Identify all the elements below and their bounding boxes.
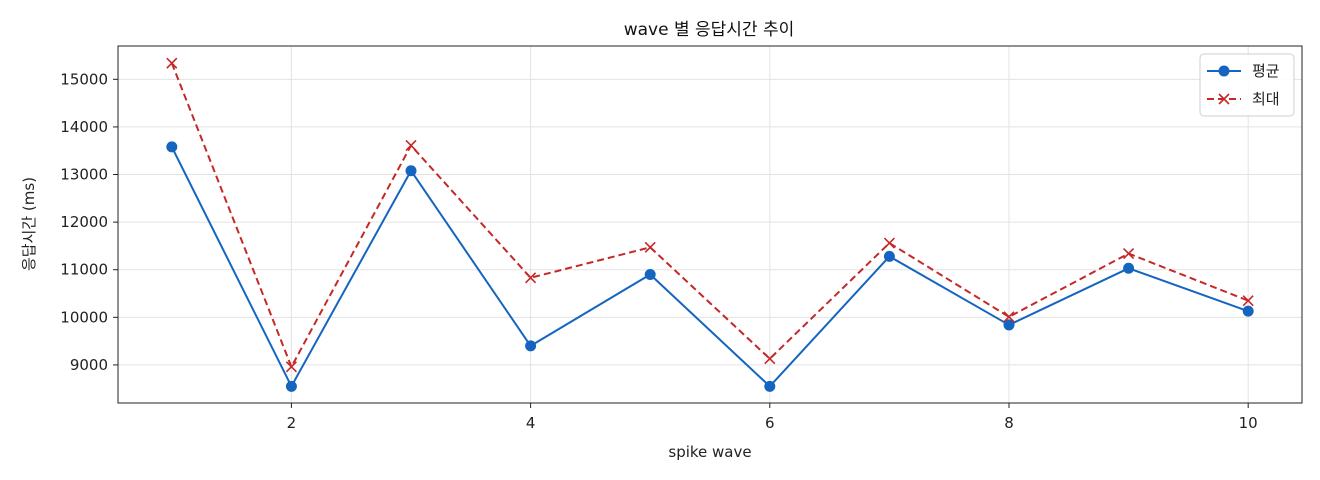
series-1	[166, 141, 1254, 392]
data-point	[883, 237, 895, 249]
y-axis-label: 응답시간 (ms)	[20, 177, 38, 271]
data-point	[525, 272, 537, 284]
y-tick-label: 15000	[60, 70, 108, 88]
data-point	[764, 380, 776, 392]
series-layer	[166, 57, 1254, 392]
y-tick-label: 13000	[60, 166, 108, 184]
data-point	[285, 361, 297, 373]
y-tick-label: 11000	[60, 261, 108, 279]
legend-box	[1199, 53, 1295, 117]
series-2	[166, 57, 1254, 373]
x-tick-label: 10	[1239, 414, 1258, 432]
data-point	[405, 139, 417, 152]
x-tick-label: 6	[765, 414, 775, 432]
data-point	[285, 380, 297, 392]
data-point	[405, 165, 417, 177]
y-tick-label: 14000	[60, 118, 108, 136]
grid-lines	[118, 46, 1302, 403]
legend-entry: 최대	[1207, 90, 1280, 108]
x-tick-label: 4	[526, 414, 536, 432]
data-point	[1123, 262, 1135, 274]
series-line	[170, 146, 1249, 388]
legend-marker	[1218, 93, 1230, 105]
legend-marker	[1218, 65, 1230, 77]
y-tick-label: 12000	[60, 213, 108, 231]
data-point	[1003, 311, 1015, 323]
y-tick-label: 9000	[70, 356, 108, 374]
legend-entry: 평균	[1207, 62, 1280, 80]
data-point	[1242, 295, 1254, 307]
data-point	[1003, 319, 1015, 331]
data-point	[1123, 247, 1135, 260]
data-point	[883, 250, 895, 262]
x-tick-label: 8	[1004, 414, 1014, 432]
legend-label: 최대	[1252, 90, 1280, 108]
x-axis: 2 4 6 8 10	[287, 403, 1258, 432]
data-point	[525, 340, 537, 352]
data-point	[166, 141, 178, 153]
series-line	[170, 62, 1249, 368]
data-point	[644, 268, 656, 280]
y-tick-label: 10000	[60, 308, 108, 326]
plot-area-frame	[117, 45, 1303, 404]
x-tick-label: 2	[287, 414, 297, 432]
data-point	[764, 353, 776, 365]
x-axis-label: spike wave	[668, 443, 751, 461]
data-point	[644, 241, 656, 253]
y-axis: 9000 10000 11000 12000 13000 14000 15000	[60, 70, 118, 374]
data-point	[1242, 305, 1254, 317]
chart-title: wave 별 응답시간 추이	[624, 20, 795, 40]
data-point	[166, 57, 178, 69]
legend-label: 평균	[1252, 62, 1280, 80]
